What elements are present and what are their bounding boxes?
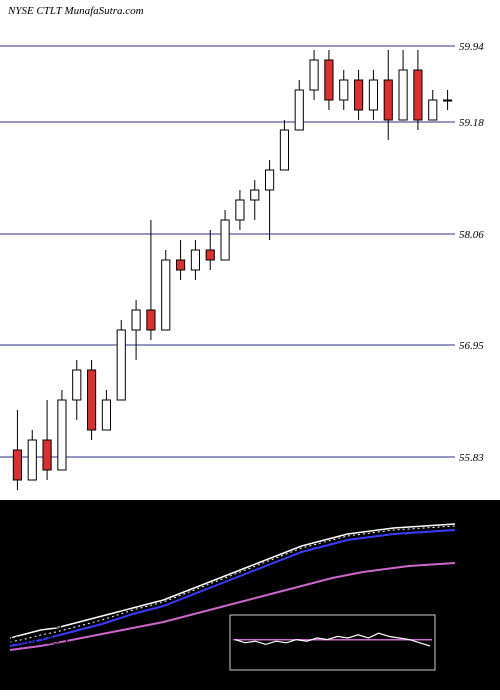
chart-container: NYSE CTLT MunafaSutra.com 59.94 59.18 58.06… <box>0 0 500 700</box>
candle-body <box>162 260 170 330</box>
candle-body <box>88 370 96 430</box>
candle-body <box>280 130 288 170</box>
candle-body <box>399 70 407 120</box>
bottom-pad <box>0 690 500 700</box>
candle-body <box>132 310 140 330</box>
candle-body <box>384 80 392 120</box>
candle-body <box>369 80 377 110</box>
candle-body <box>310 60 318 90</box>
live-label-2: MACD <box>438 648 470 660</box>
candle-body <box>13 450 21 480</box>
candle-body <box>191 250 199 270</box>
candle-body <box>251 190 259 200</box>
candle-body <box>102 400 110 430</box>
candle-body <box>177 260 185 270</box>
candle-body <box>429 100 437 120</box>
candle-body <box>444 100 452 101</box>
candle-body <box>236 200 244 220</box>
candle-body <box>117 330 125 400</box>
main-svg: NYSE CTLT MunafaSutra.com 59.94 59.18 58.06… <box>0 0 500 700</box>
live-label-1: <<Live <box>439 634 473 646</box>
candle-body <box>355 80 363 110</box>
price-label: 58.06 <box>459 229 484 241</box>
candle-body <box>58 400 66 470</box>
candle-body <box>325 60 333 100</box>
candle-body <box>147 310 155 330</box>
candle-body <box>266 170 274 190</box>
candle-body <box>295 90 303 130</box>
price-label: 55.83 <box>459 452 484 464</box>
candle-body <box>206 250 214 260</box>
candle-body <box>221 220 229 260</box>
price-label: 59.94 <box>459 41 484 53</box>
chart-title: NYSE CTLT MunafaSutra.com <box>7 5 144 17</box>
info-bg <box>0 615 120 687</box>
candle-body <box>43 440 51 470</box>
candle-body <box>28 440 36 480</box>
candle-body <box>340 80 348 100</box>
candle-body <box>73 370 81 400</box>
price-label: 59.18 <box>459 117 484 129</box>
candle-body <box>414 70 422 120</box>
price-label: 56.95 <box>459 340 484 352</box>
